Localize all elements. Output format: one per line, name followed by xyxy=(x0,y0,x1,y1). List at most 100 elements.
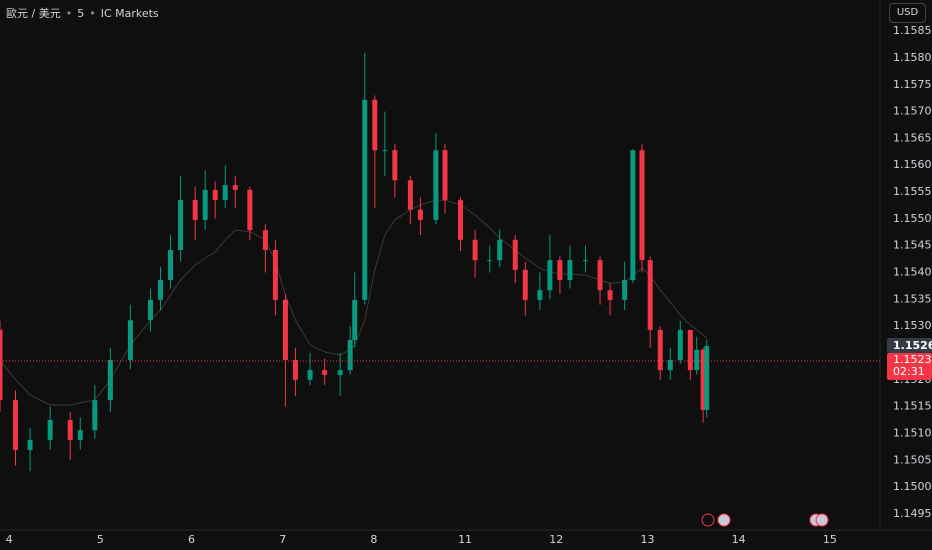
candle-body xyxy=(639,150,645,261)
candle-body xyxy=(407,180,413,210)
x-tick-label: 12 xyxy=(549,533,563,546)
event-icon xyxy=(701,513,715,527)
y-tick-label: 1.15000 xyxy=(893,480,932,493)
candle-body xyxy=(362,99,368,300)
candle-body xyxy=(497,239,503,261)
candle-body xyxy=(127,320,133,360)
y-tick-label: 1.15150 xyxy=(893,400,932,413)
candle-body xyxy=(178,200,184,250)
x-tick-label: 8 xyxy=(370,533,377,546)
candle-body xyxy=(607,290,613,300)
y-tick-label: 1.15450 xyxy=(893,239,932,252)
candle-body xyxy=(107,359,113,401)
y-tick-label: 1.15550 xyxy=(893,185,932,198)
candle-body xyxy=(487,260,493,262)
candle-body xyxy=(282,299,288,360)
candle-body xyxy=(67,420,73,440)
candle-body xyxy=(537,290,543,300)
candle-body xyxy=(687,329,693,371)
candle-body xyxy=(212,189,218,201)
candle-body xyxy=(694,349,700,371)
candle-body xyxy=(157,280,163,300)
candle-body xyxy=(47,420,53,440)
candle-body xyxy=(168,249,174,281)
candle-body xyxy=(222,185,228,201)
candle-body xyxy=(630,150,636,281)
candle-body xyxy=(647,260,653,330)
candle-body xyxy=(27,439,33,451)
interval[interactable]: 5 xyxy=(77,7,85,20)
candle-body xyxy=(192,200,198,220)
y-tick-label: 1.15500 xyxy=(893,212,932,225)
candle-body xyxy=(13,400,19,451)
candle-body xyxy=(567,260,573,281)
candle-body xyxy=(232,185,238,190)
x-tick-label: 4 xyxy=(6,533,13,546)
flag-icon xyxy=(815,513,829,527)
candle-body xyxy=(417,209,423,220)
candle-body xyxy=(657,329,663,371)
candle-body xyxy=(442,150,448,201)
y-tick-label: 1.15700 xyxy=(893,105,932,118)
x-tick-label: 15 xyxy=(823,533,837,546)
price-label-box xyxy=(887,353,932,381)
y-tick-label: 1.15100 xyxy=(893,426,932,439)
candle-body xyxy=(547,260,553,291)
price-label: 1.15235 xyxy=(893,353,932,366)
candle-body xyxy=(0,329,3,401)
candle-body xyxy=(458,200,464,240)
candle-body xyxy=(322,370,328,375)
x-tick-label: 7 xyxy=(279,533,286,546)
y-tick-label: 1.15850 xyxy=(893,24,932,37)
candle-body xyxy=(382,150,388,152)
candle-body xyxy=(667,359,673,371)
symbol[interactable]: 歐元 / 美元 xyxy=(6,7,61,20)
candle-body xyxy=(372,99,378,151)
candle-body xyxy=(247,189,253,231)
event-icons xyxy=(701,513,829,527)
y-tick-label: 1.15050 xyxy=(893,453,932,466)
candle-body xyxy=(147,299,153,321)
candle-body xyxy=(352,299,358,341)
candle-body xyxy=(272,249,278,300)
candle-body xyxy=(522,269,528,300)
broker: IC Markets xyxy=(100,7,159,20)
candle-body xyxy=(347,340,353,371)
y-tick-label: 1.15400 xyxy=(893,266,932,279)
candle-body xyxy=(677,329,683,360)
last-price-label: 1.15263 xyxy=(893,339,932,352)
y-tick-label: 1.15650 xyxy=(893,131,932,144)
candle-body xyxy=(622,280,628,300)
x-tick-label: 5 xyxy=(97,533,104,546)
candle-body xyxy=(202,189,208,220)
x-tick-label: 6 xyxy=(188,533,195,546)
candle-body xyxy=(307,370,313,380)
candle-body xyxy=(92,400,98,431)
last-price-box xyxy=(887,338,932,354)
y-tick-label: 1.15300 xyxy=(893,319,932,332)
flag-icon xyxy=(717,513,731,527)
y-tick-label: 1.15350 xyxy=(893,292,932,305)
y-tick-label: 1.14950 xyxy=(893,507,932,520)
candle-body xyxy=(582,260,588,262)
candle-body xyxy=(597,260,603,291)
candle-body xyxy=(700,349,706,410)
x-tick-label: 14 xyxy=(732,533,746,546)
candle-body xyxy=(337,370,343,375)
candle-body xyxy=(472,239,478,261)
countdown: 02:31 xyxy=(893,365,925,378)
candle-body xyxy=(557,260,563,281)
y-tick-label: 1.15600 xyxy=(893,158,932,171)
candle-body xyxy=(262,230,268,250)
x-tick-label: 11 xyxy=(458,533,472,546)
symbol-header: 歐元 / 美元 • 5 • IC Markets xyxy=(6,7,159,20)
candle-body xyxy=(433,150,439,220)
candle-body xyxy=(512,239,518,270)
candle-body xyxy=(292,359,298,380)
x-tick-label: 13 xyxy=(640,533,654,546)
currency-button[interactable]: USD xyxy=(889,3,926,23)
y-tick-label: 1.15750 xyxy=(893,78,932,91)
candle-body xyxy=(392,150,398,181)
